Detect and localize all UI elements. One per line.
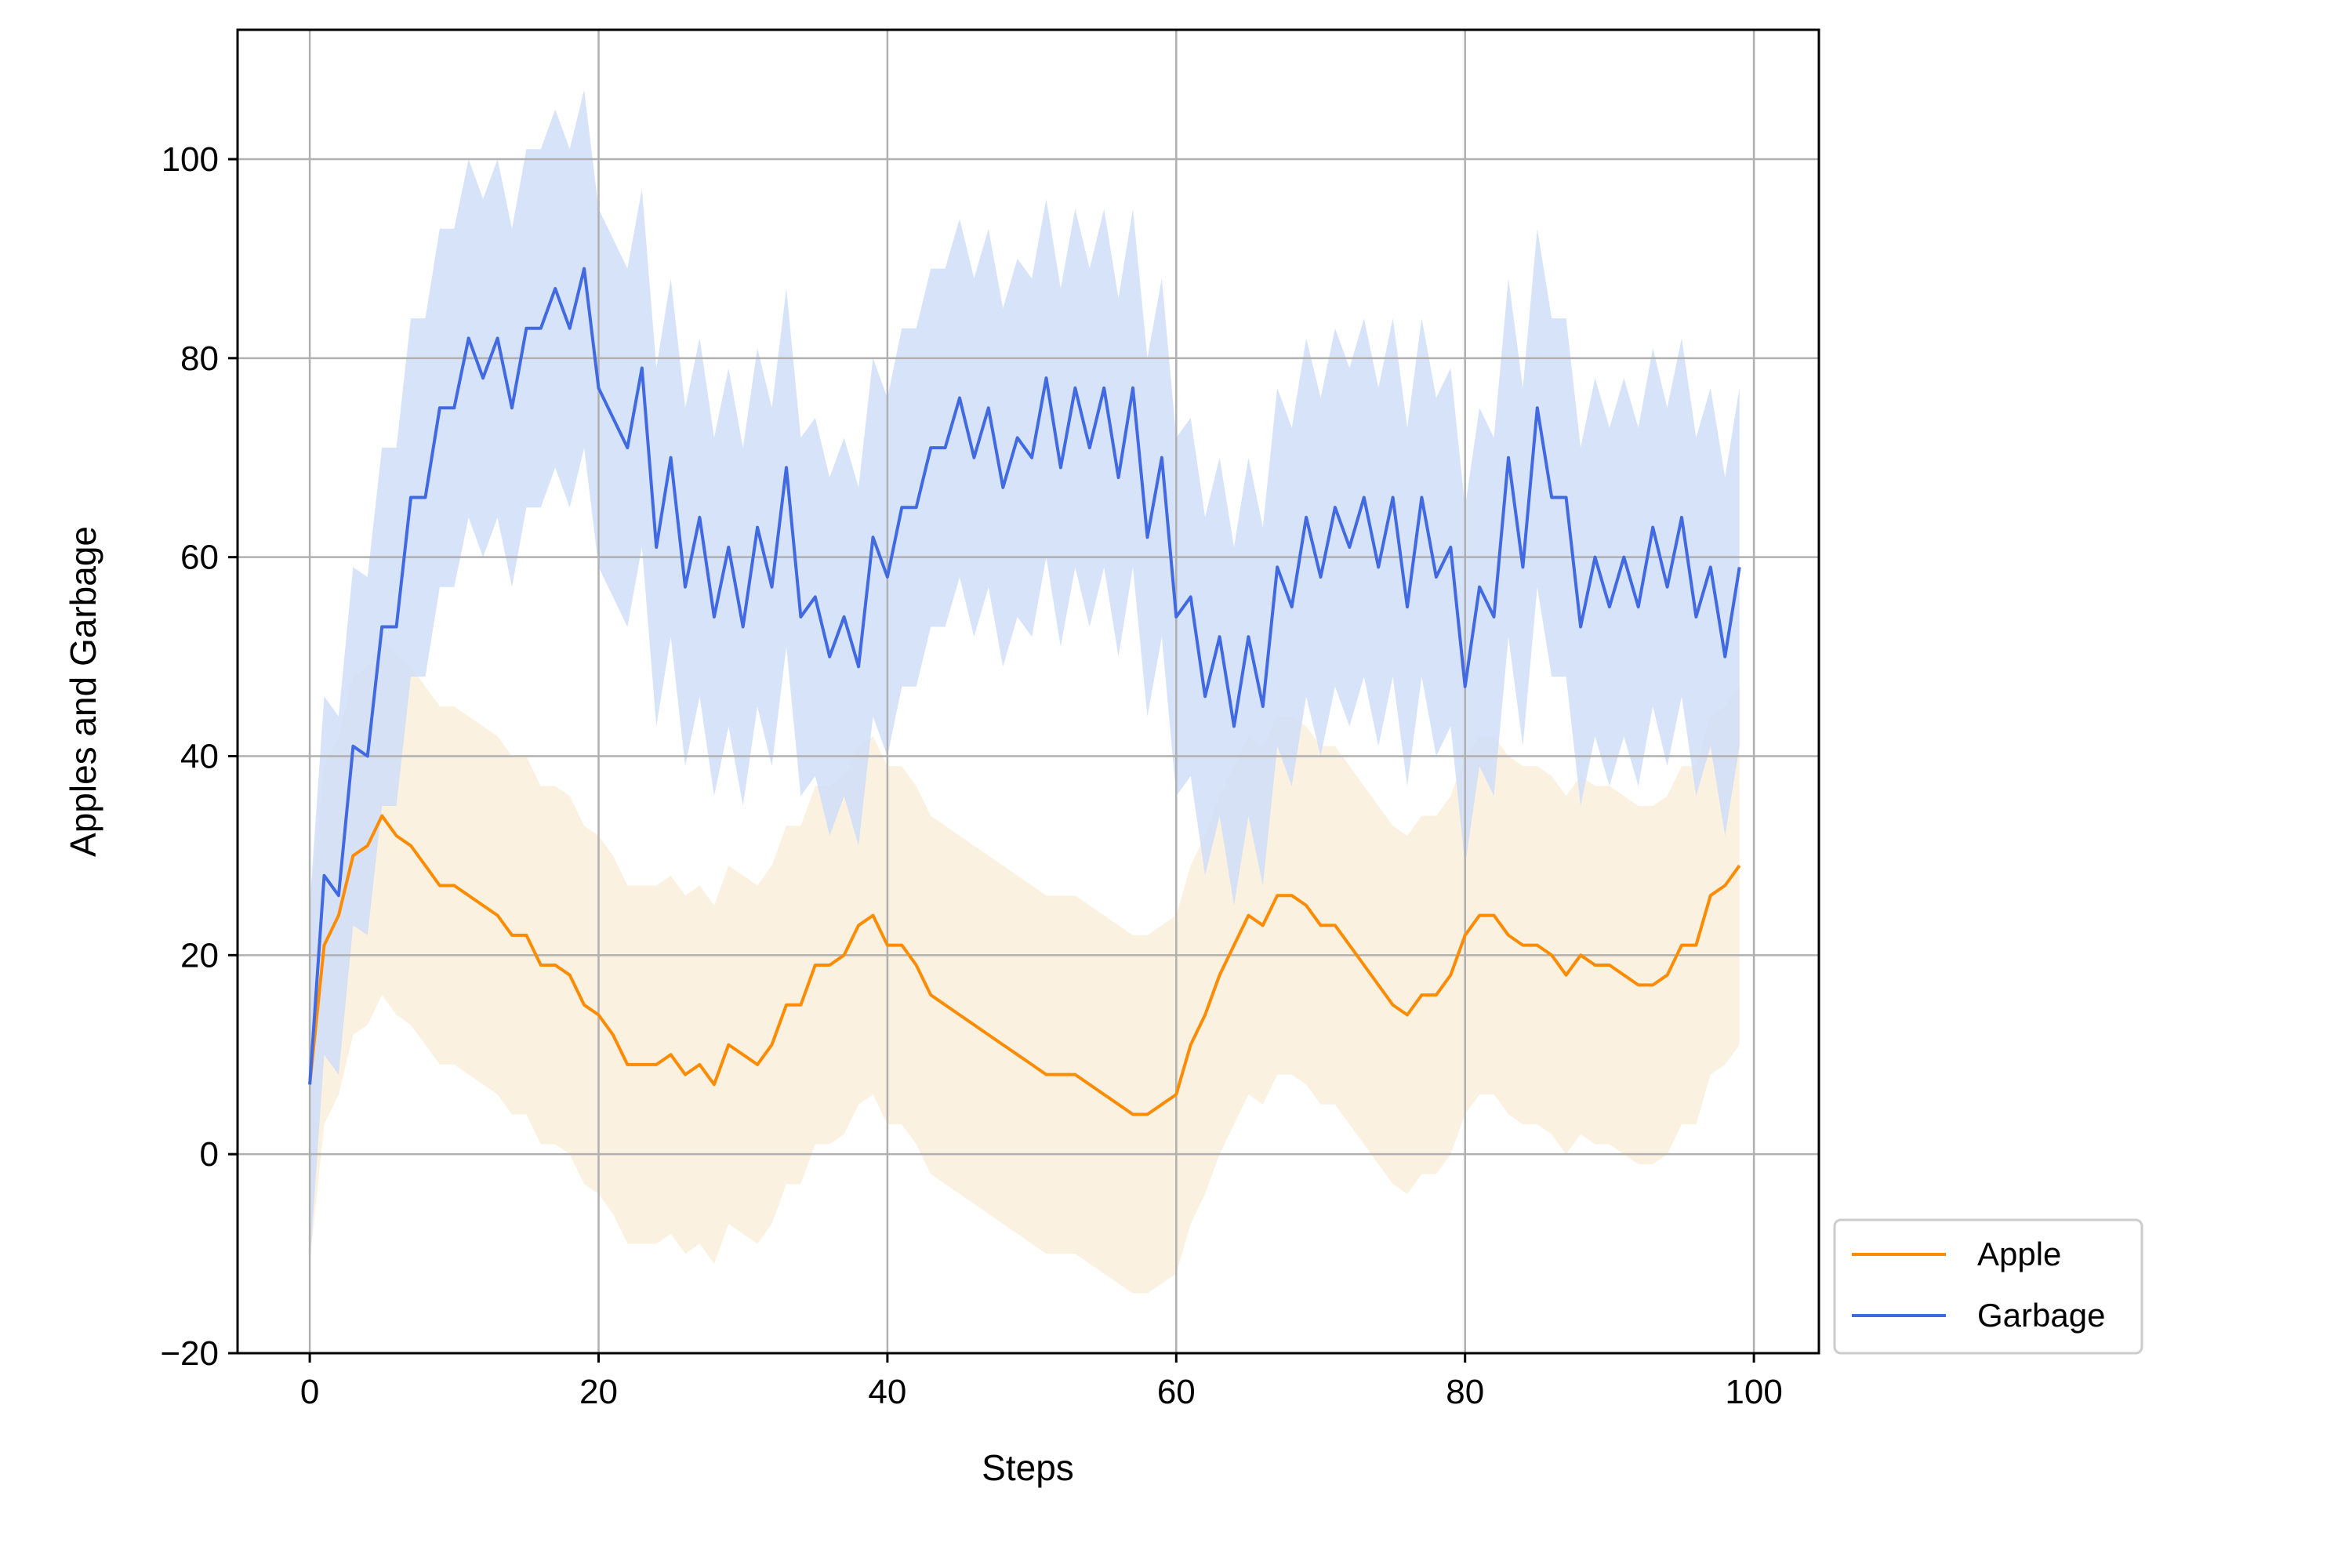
legend: Apple Garbage [1833,1218,2143,1355]
series-line-garbage [308,267,1741,1085]
y-tick-label: 60 [180,539,219,577]
plot-frame [236,28,1820,1355]
confidence-bands [310,89,1740,1294]
x-tick-label: 0 [300,1373,319,1411]
x-tick-label: 20 [579,1373,618,1411]
axis-ticks: 0 20 40 60 80 100 −20 0 20 40 60 80 100 [160,140,1782,1411]
band-garbage [310,89,1740,1264]
y-tick-label: 80 [180,339,219,378]
legend-label-apple: Apple [1977,1236,2061,1272]
y-tick-label: 40 [180,737,219,775]
x-tick-label: 80 [1446,1373,1484,1411]
x-axis-title: Steps [982,1447,1074,1488]
series-lines [308,267,1741,1116]
x-tick-label: 100 [1725,1373,1782,1411]
y-tick-label: 0 [200,1135,219,1174]
x-tick-label: 60 [1157,1373,1196,1411]
x-tick-label: 40 [868,1373,906,1411]
band-apple [310,637,1740,1294]
y-tick-label: 20 [180,936,219,975]
legend-label-garbage: Garbage [1977,1297,2105,1334]
y-tick-label: 100 [162,140,219,179]
series-line-apple [308,814,1741,1116]
y-axis-title: Apples and Garbage [63,526,103,857]
y-tick-label: −20 [160,1334,219,1373]
